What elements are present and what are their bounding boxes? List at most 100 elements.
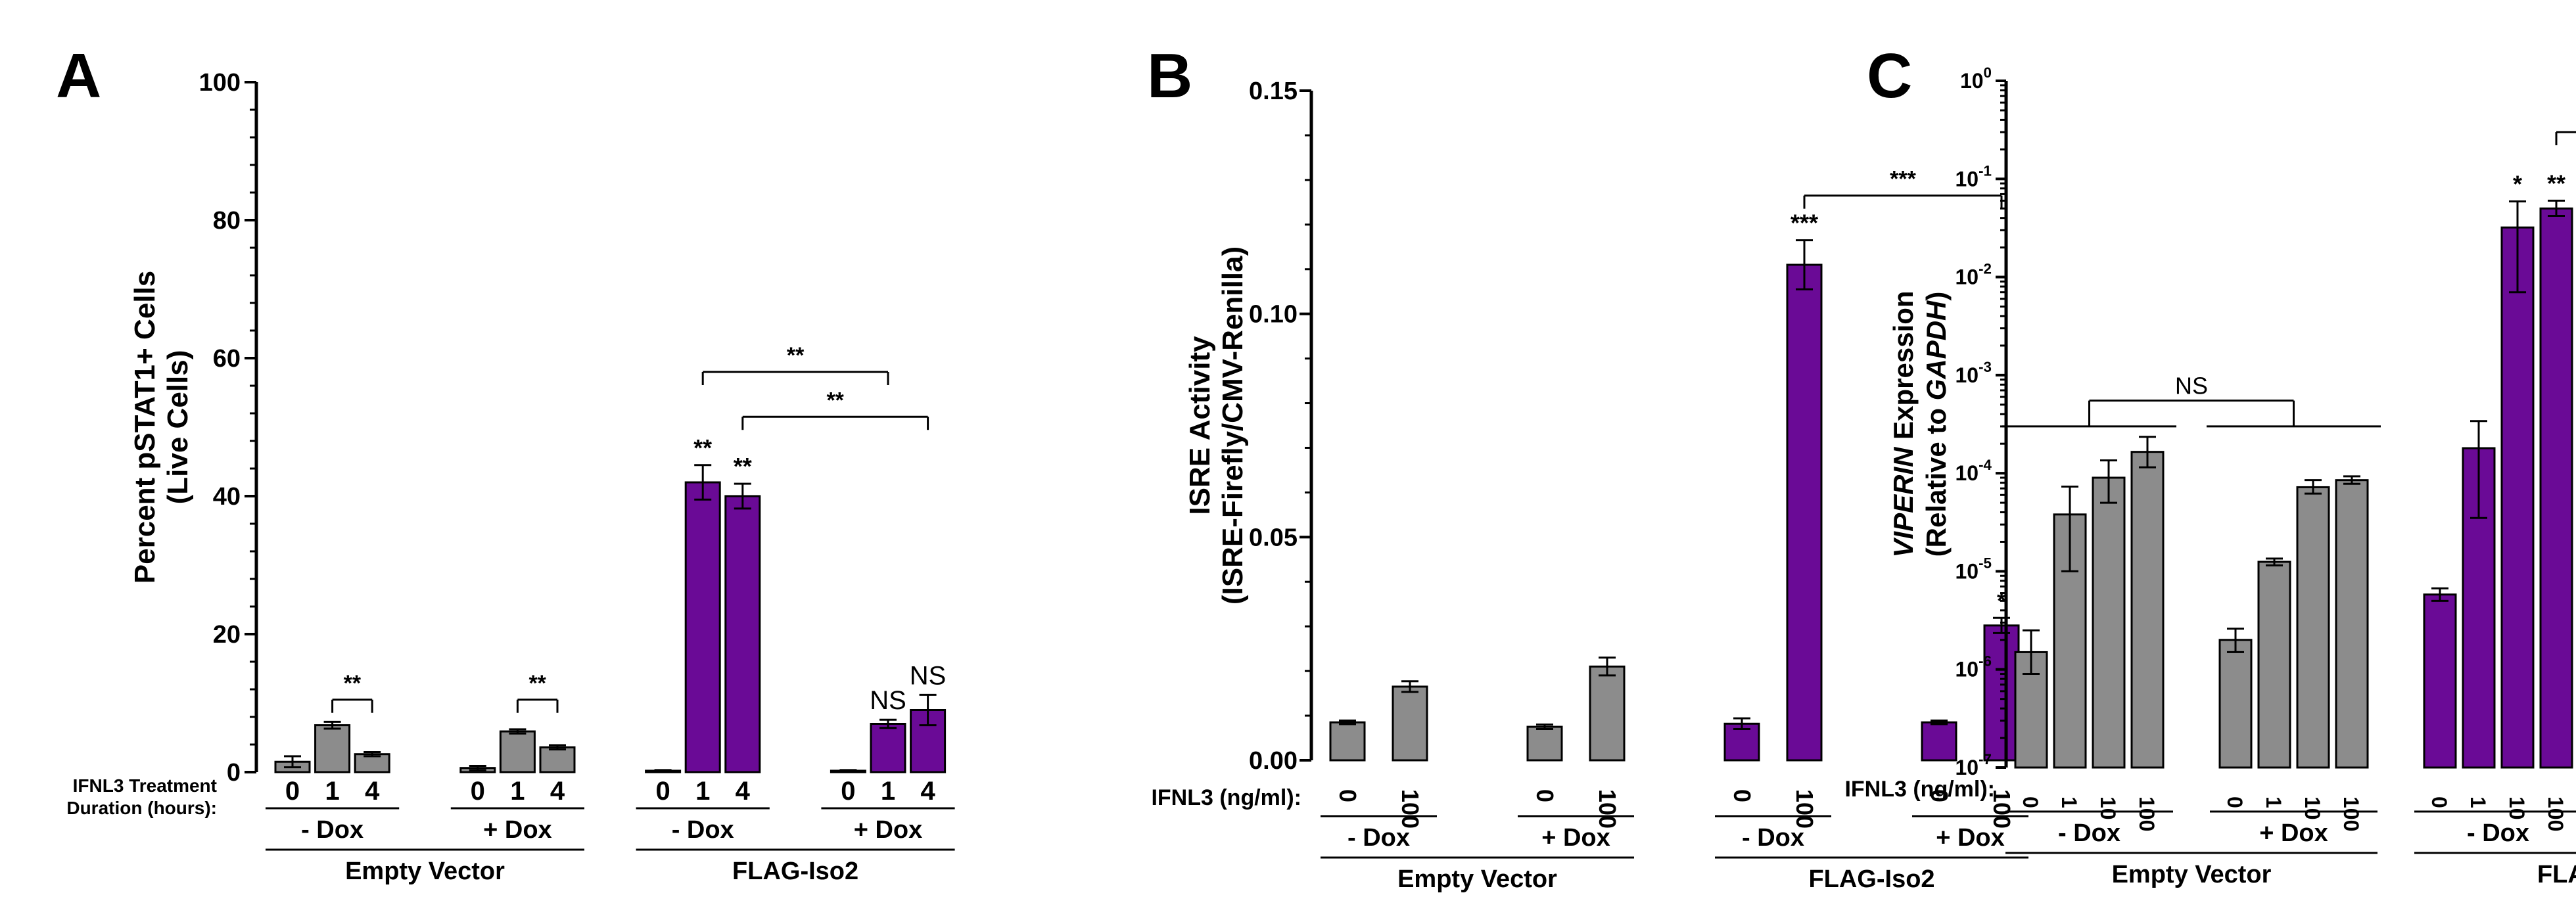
y-tick-exponent: -4	[1979, 457, 1992, 473]
y-tick-exponent: -3	[1979, 359, 1992, 375]
y-axis-label-part: Expression	[1888, 290, 1919, 447]
bar	[539, 746, 576, 773]
row-label: IFNL3 Treatment	[73, 775, 217, 796]
y-axis-label: (ISRE-Firefly/CMV-Renilla)	[1217, 246, 1249, 605]
category-label: 1	[2262, 796, 2285, 808]
bar	[1589, 665, 1626, 762]
row-label: Duration (hours):	[66, 798, 217, 818]
y-axis-label: ISRE Activity	[1184, 336, 1216, 515]
y-tick-label: 0.15	[1249, 78, 1298, 105]
bar	[499, 730, 536, 773]
category-label: 0	[285, 777, 300, 806]
y-tick-base: 10	[1955, 167, 1979, 191]
y-tick-label: 10-6	[1955, 653, 1992, 681]
group-label: + Dox	[483, 816, 552, 844]
y-tick-label: 20	[213, 621, 241, 649]
y-tick-label: 80	[213, 207, 241, 235]
category-label: 0	[841, 777, 855, 806]
super-group-label: Empty Vector	[345, 858, 505, 885]
y-tick-exponent: -6	[1979, 653, 1992, 670]
bar	[2257, 561, 2291, 769]
y-tick-exponent: -1	[1979, 162, 1992, 179]
y-axis-label: (Relative to GAPDH)	[1921, 292, 1952, 557]
category-label: 0	[1532, 789, 1558, 802]
bar	[2218, 639, 2253, 769]
panel-letter-b: B	[1147, 41, 1192, 111]
panel-c: C 10010-110-210-310-410-510-610-7VIPERIN …	[1844, 41, 2576, 888]
y-axis-label: (Live Cells)	[162, 350, 194, 505]
super-group-label: FLAG-Iso2	[1808, 865, 1934, 893]
bar	[2539, 207, 2573, 769]
y-tick-base: 10	[1955, 461, 1979, 485]
category-label: 4	[365, 777, 380, 806]
category-label: 0	[1334, 789, 1361, 802]
group-label: + Dox	[854, 816, 923, 844]
row-label: IFNL3 (ng/ml):	[1151, 785, 1301, 810]
y-tick-label: 100	[1960, 64, 1992, 93]
y-tick-base: 10	[1955, 363, 1979, 387]
category-label: 100	[2135, 796, 2159, 831]
y-tick-base: 10	[1955, 756, 1979, 779]
bar	[1921, 721, 1957, 762]
group-label: - Dox	[1347, 824, 1410, 852]
row-label: IFNL3 (ng/ml):	[1844, 777, 1995, 802]
bar	[2130, 451, 2165, 769]
category-label: 0	[1926, 789, 1953, 802]
significance-label: **	[2547, 170, 2565, 196]
bar	[2296, 486, 2330, 769]
category-label: 100	[1594, 789, 1621, 829]
bar	[724, 495, 761, 773]
y-tick-label: 100	[199, 69, 241, 97]
category-label: 100	[2339, 796, 2363, 831]
bar	[2500, 226, 2535, 769]
category-label: 10	[2301, 796, 2324, 820]
bar	[2092, 476, 2126, 769]
y-tick-label: 40	[213, 483, 241, 511]
category-label: 0	[471, 777, 485, 806]
category-label: 10	[2505, 796, 2529, 820]
group-label: + Dox	[1936, 824, 2005, 852]
bar	[1723, 722, 1760, 762]
y-axis-label-part: (Relative to	[1921, 400, 1952, 557]
category-label: 100	[1397, 789, 1424, 829]
bar	[1983, 624, 2020, 762]
category-label: 100	[2544, 796, 2567, 831]
category-label: 1	[510, 777, 525, 806]
group-label: + Dox	[2259, 819, 2328, 847]
panel-b: B 0.00 0.05 0.10 0.15 ISRE Activity (ISRE-Fire…	[1147, 41, 2028, 893]
bar	[1526, 725, 1563, 762]
y-tick-label: 10-4	[1955, 457, 1992, 485]
y-tick-exponent: -7	[1979, 751, 1992, 768]
category-label: 0	[2019, 796, 2042, 808]
group-label: + Dox	[1541, 824, 1610, 852]
group-label: - Dox	[301, 816, 363, 844]
bracket-significance-label: **	[344, 671, 362, 696]
bar	[1786, 264, 1823, 762]
significance-label: NS	[870, 686, 906, 715]
category-label: 0	[655, 777, 670, 806]
category-label: 1	[2057, 796, 2081, 808]
bracket-significance-label: **	[787, 343, 805, 368]
panel-letter-a: A	[56, 41, 101, 111]
bar	[314, 724, 351, 773]
category-label: 4	[920, 777, 935, 806]
bracket-significance-label: ***	[1890, 167, 1916, 192]
ns-bracket-label: NS	[2175, 373, 2208, 400]
category-label: 1	[695, 777, 710, 806]
panel-letter-c: C	[1867, 41, 1912, 111]
bar	[1392, 685, 1428, 762]
bar	[2335, 479, 2369, 769]
super-group-label: Empty Vector	[1397, 865, 1557, 893]
category-label: 0	[1729, 789, 1756, 802]
y-tick-label: 0.00	[1249, 747, 1298, 775]
y-tick-base: 10	[1960, 69, 1984, 93]
y-tick-exponent: -5	[1979, 555, 1992, 571]
bar	[1329, 721, 1366, 762]
significance-label: *	[2513, 170, 2522, 197]
significance-label: **	[734, 453, 752, 480]
bar	[870, 723, 906, 773]
y-axis-label-part: )	[1921, 292, 1952, 301]
y-tick-base: 10	[1955, 265, 1979, 289]
